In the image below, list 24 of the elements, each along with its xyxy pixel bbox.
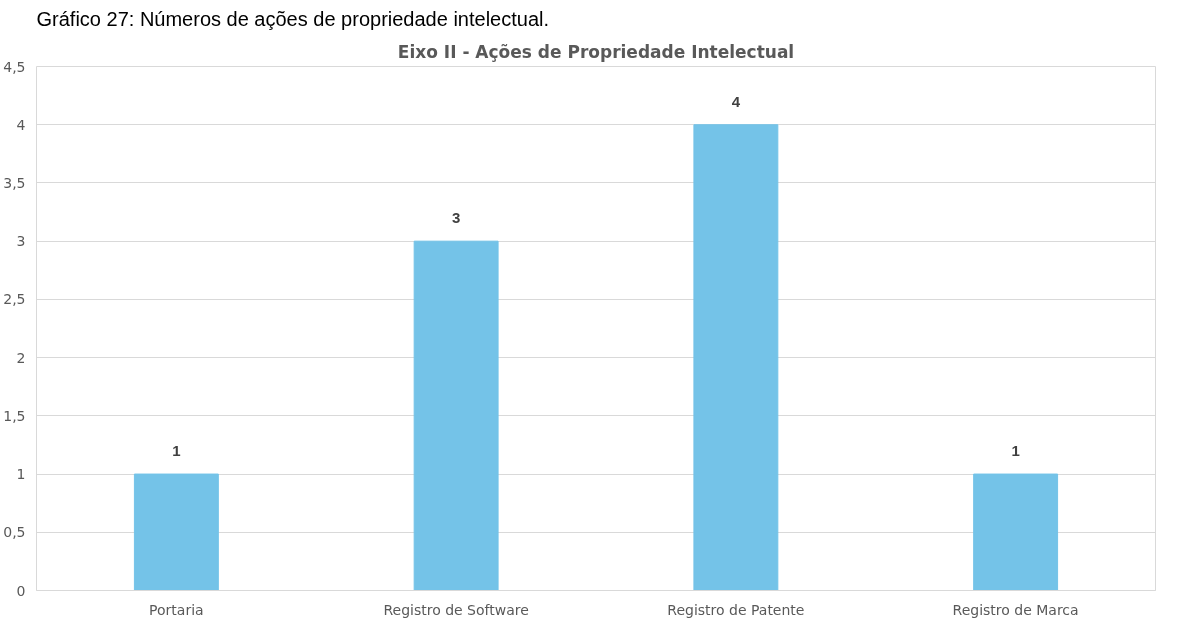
y-tick-label: 2,5: [3, 291, 26, 308]
x-tick-label: Portaria: [149, 601, 204, 618]
x-tick-label: Registro de Patente: [667, 601, 805, 618]
y-tick-label: 3,5: [3, 174, 26, 191]
y-tick-label: 0: [16, 582, 26, 599]
x-tick-label: Registro de Software: [383, 601, 529, 618]
bar: [693, 124, 779, 591]
chart-title: Eixo II - Ações de Propriedade Intelectual: [397, 41, 795, 62]
bar: [973, 473, 1059, 591]
text: Gráfico 27: Números de ações de propriedade intelectual.: [36, 7, 550, 30]
x-tick-label: Registro de Marca: [952, 601, 1079, 618]
data-label: 1: [1011, 442, 1020, 460]
bar: [133, 473, 219, 591]
y-tick-label: 4: [16, 116, 26, 133]
data-label: 3: [451, 209, 461, 227]
y-tick-label: 1: [16, 466, 26, 483]
bar: [413, 240, 499, 591]
y-tick-label: 0,5: [3, 524, 26, 541]
y-tick-label: 1,5: [3, 407, 26, 424]
y-tick-label: 4,5: [3, 58, 26, 75]
y-tick-label: 2: [16, 349, 26, 366]
y-tick-label: 3: [16, 233, 26, 250]
data-label: 1: [172, 442, 181, 460]
data-label: 4: [731, 92, 741, 110]
